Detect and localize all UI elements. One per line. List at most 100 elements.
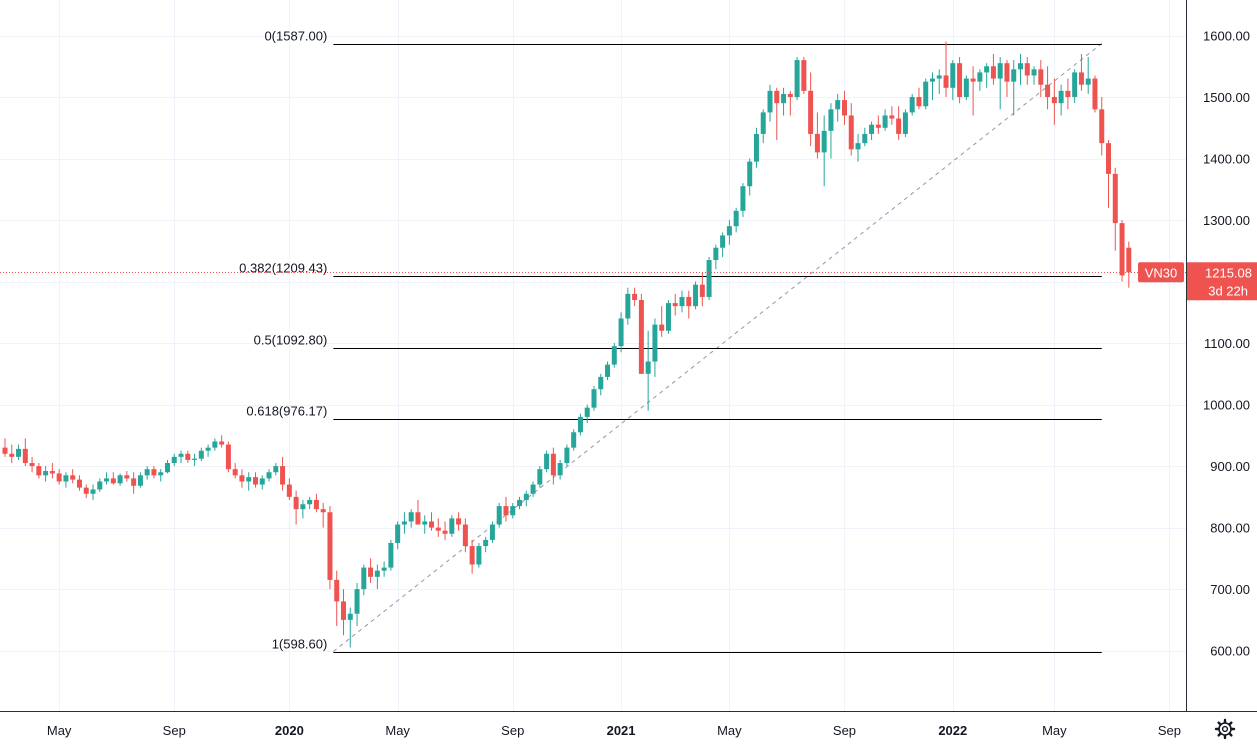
price-tick-label: 900.00 <box>1210 459 1250 474</box>
candle-body <box>1078 72 1084 85</box>
candle-body <box>307 499 313 505</box>
candle-body <box>266 472 272 479</box>
time-tick-label: Sep <box>501 723 524 738</box>
candle-body <box>1051 97 1057 104</box>
candle-body <box>1099 109 1105 144</box>
gear-icon[interactable] <box>1214 718 1236 740</box>
time-tick-label: May <box>1042 723 1067 738</box>
candle-body <box>916 97 922 107</box>
candle-body <box>124 475 130 479</box>
price-tick-label: 600.00 <box>1210 644 1250 659</box>
candle-body <box>862 133 868 144</box>
candle-body <box>429 521 435 528</box>
candle-body <box>693 284 699 307</box>
candle-body <box>1085 78 1091 85</box>
candle-body <box>22 448 28 464</box>
candle-body <box>232 469 238 476</box>
candle-body <box>43 471 49 476</box>
price-axis[interactable]: 600.00 700.00 800.00 900.00 1000.00 1100.00 13… <box>1186 0 1257 746</box>
candle-body <box>828 109 834 131</box>
candle-body <box>821 130 827 153</box>
price-tick-label: 1000.00 <box>1203 398 1250 413</box>
candle-body <box>381 567 387 571</box>
candle-body <box>605 364 611 377</box>
candle-body <box>760 112 766 134</box>
candle-body <box>984 66 990 73</box>
candle-body <box>361 567 367 590</box>
candle-body <box>869 124 875 134</box>
price-tick-label: 1400.00 <box>1203 152 1250 167</box>
candle-body <box>97 481 103 490</box>
candle-body <box>76 479 82 488</box>
candle-body <box>293 496 299 510</box>
candle-body <box>327 512 333 580</box>
candle-body <box>1058 90 1064 104</box>
candle-body <box>902 112 908 134</box>
candle-body <box>896 118 902 134</box>
candle-body <box>131 478 137 486</box>
trendline-segment[interactable] <box>333 43 1103 652</box>
candle-body <box>219 441 225 445</box>
candle-body <box>923 81 929 107</box>
candle-body <box>970 78 976 82</box>
candle-body <box>1119 223 1125 276</box>
candle-body <box>801 60 807 91</box>
candle-body <box>936 75 942 79</box>
candle-body <box>347 613 353 620</box>
candle-body <box>909 97 915 113</box>
bar-countdown: 3d 22h <box>1208 283 1248 298</box>
candle-body <box>137 475 143 486</box>
price-tick-label: 1500.00 <box>1203 90 1250 105</box>
candle-body <box>625 293 631 319</box>
candle-body <box>49 471 55 474</box>
candle-body <box>449 518 455 534</box>
candle-body <box>943 75 949 88</box>
candle-body <box>462 524 468 547</box>
candle-body <box>632 293 638 301</box>
candle-body <box>1004 63 1010 82</box>
candle-body <box>950 63 956 88</box>
candle-body <box>808 90 814 134</box>
candle-body <box>185 453 191 460</box>
candle-body <box>848 115 854 150</box>
candle-body <box>56 473 62 482</box>
candle-body <box>977 72 983 82</box>
candle-body <box>1031 69 1037 76</box>
candle-body <box>510 506 516 516</box>
candle-body <box>1045 84 1051 98</box>
candle-body <box>1065 90 1071 98</box>
symbol-tag-background <box>1138 262 1184 283</box>
candle-body <box>1126 247 1132 273</box>
candle-body <box>618 318 624 347</box>
candle-body <box>374 570 380 577</box>
candle-body <box>740 186 746 211</box>
time-axis[interactable]: May Sep 2020 May Sep 2021 May Sep 2022 May Sep <box>0 711 1257 746</box>
symbol-tag-label: VN30 <box>1145 265 1178 280</box>
candle-body <box>496 506 502 525</box>
candle-body <box>686 296 692 307</box>
candle-body <box>997 63 1003 79</box>
candle-body <box>239 475 245 482</box>
time-tick-label: 2020 <box>275 723 304 738</box>
candle-body <box>517 499 523 507</box>
candle-body <box>523 493 529 500</box>
fibonacci-retracement[interactable]: 0(1587.00) 0.382(1209.43) 0.5(1092.80) 0.61… <box>239 29 1102 653</box>
candle-body <box>110 478 116 484</box>
candle-body <box>1112 173 1118 224</box>
candle-body <box>564 447 570 464</box>
candle-body <box>388 542 394 568</box>
candle-body <box>164 463 170 473</box>
time-tick-label: Sep <box>833 723 856 738</box>
candle-body <box>1018 63 1023 70</box>
candle-body <box>158 472 164 476</box>
time-tick-label: May <box>385 723 410 738</box>
candle-body <box>875 124 881 128</box>
candle-body <box>29 463 35 467</box>
candle-body <box>246 477 252 482</box>
candle-body <box>90 489 96 494</box>
candle-body <box>990 66 996 79</box>
price-tick-label: 1100.00 <box>1204 336 1250 351</box>
candle-body <box>550 453 556 476</box>
candle-body <box>16 448 22 457</box>
